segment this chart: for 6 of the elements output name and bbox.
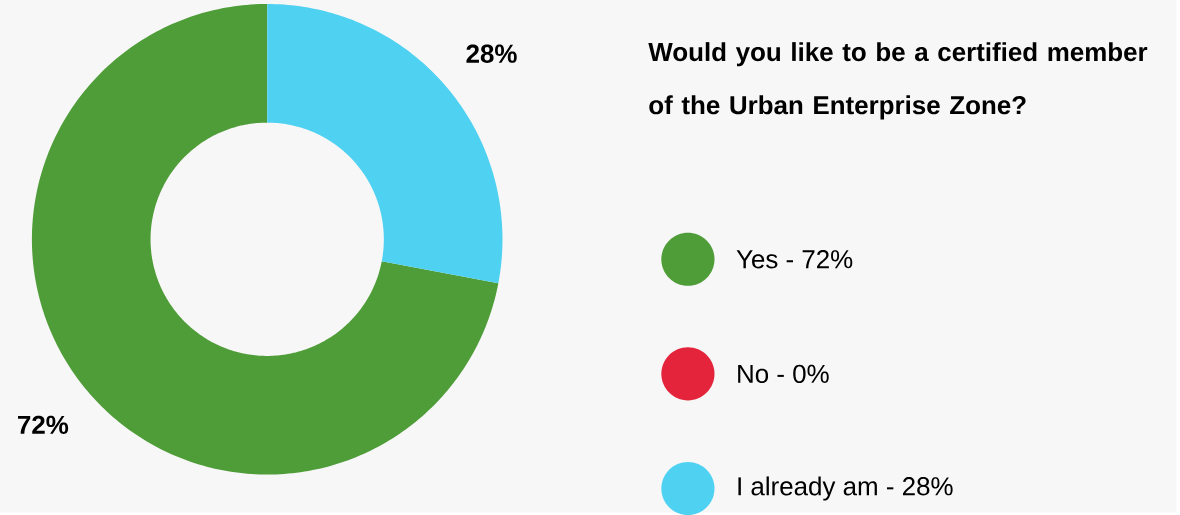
legend-label: I already am - 28% (738, 476, 953, 501)
legend-label: Yes - 72% (736, 249, 853, 269)
data-label: 28% (466, 44, 517, 63)
legend-label: No - 0% (738, 364, 829, 383)
data-label: 72% (18, 415, 69, 434)
text: Would you like to be a certified member of the Urban Enterprise Zone? (648, 42, 1148, 120)
